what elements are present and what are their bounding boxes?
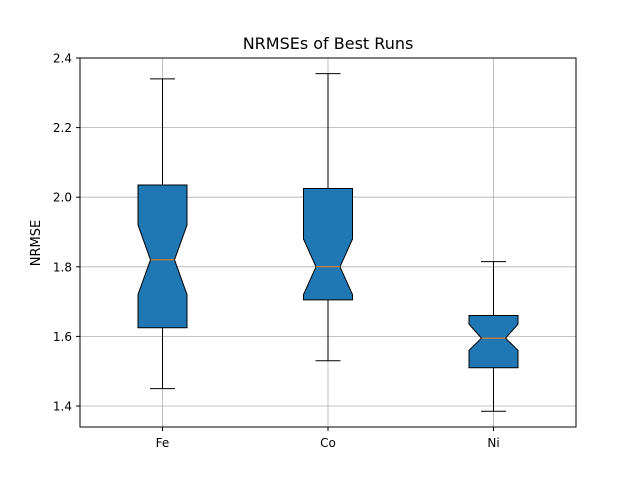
y-axis-label: NRMSE xyxy=(29,220,44,266)
y-tick-label: 1.4 xyxy=(53,400,72,414)
y-tick-label: 2.4 xyxy=(53,52,72,66)
y-tick-label: 2.0 xyxy=(53,191,72,205)
y-tick-label: 2.2 xyxy=(53,121,72,135)
box-layer xyxy=(137,73,519,412)
notched-box xyxy=(303,188,353,301)
y-tick-label: 1.6 xyxy=(53,330,72,344)
chart-title: NRMSEs of Best Runs xyxy=(243,34,414,53)
tick-layer: 1.4 1.6 1.8 2.0 2.2 2.4 Fe Co Ni xyxy=(53,52,500,451)
y-tick-label: 1.8 xyxy=(53,260,72,274)
plot-frame xyxy=(79,57,577,428)
notched-box xyxy=(137,184,188,329)
notched-box xyxy=(468,315,519,369)
x-tick-label: Co xyxy=(320,436,336,450)
x-tick-label: Ni xyxy=(487,436,499,450)
x-tick-label: Fe xyxy=(156,436,170,450)
